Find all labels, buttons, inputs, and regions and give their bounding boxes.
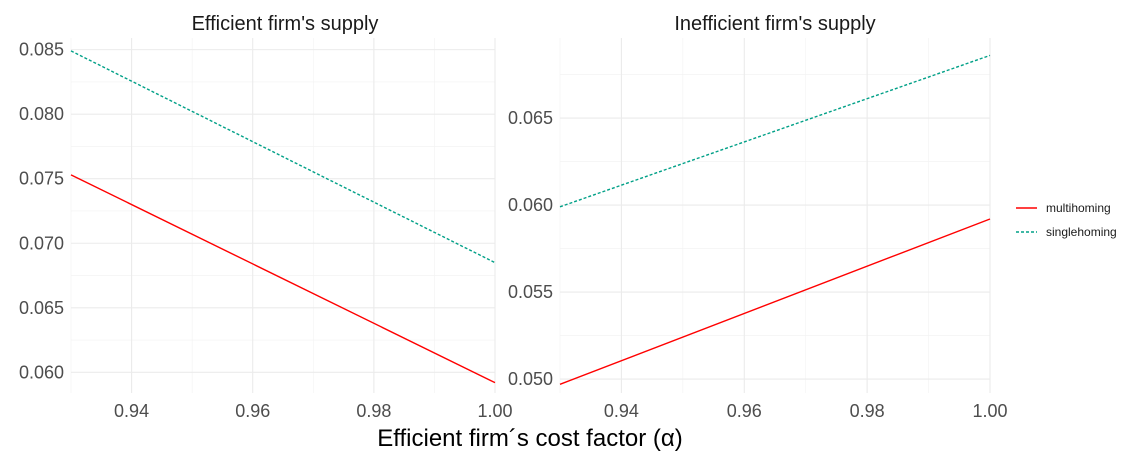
y-tick-label: 0.065	[19, 298, 64, 318]
series-line-multihoming	[70, 174, 496, 384]
y-tick-label: 0.055	[508, 282, 553, 302]
y-tick-label: 0.080	[19, 104, 64, 124]
legend: multihoming singlehoming	[1016, 201, 1117, 239]
x-tick-label: 0.98	[850, 401, 885, 421]
y-tick-label: 0.085	[19, 40, 64, 60]
series-line-singlehoming	[559, 54, 991, 208]
legend-label-singlehoming: singlehoming	[1046, 225, 1117, 239]
series-line-singlehoming	[70, 50, 496, 264]
x-tick-label: 1.00	[972, 401, 1007, 421]
x-tick-label: 0.94	[604, 401, 639, 421]
panel-1: 0.94 0.96 0.98 1.00 0.060 0.065 0.070 0.075 0.08…	[19, 13, 513, 421]
x-tick-label: 0.94	[114, 401, 149, 421]
x-tick-label: 0.98	[356, 401, 391, 421]
y-tick-label: 0.070	[19, 233, 64, 253]
y-tick-label: 0.060	[19, 362, 64, 382]
y-tick-label: 0.050	[508, 369, 553, 389]
panel-title: Efficient firm's supply	[192, 13, 379, 35]
x-tick-label: 1.00	[477, 401, 512, 421]
legend-label-multihoming: multihoming	[1046, 201, 1111, 215]
series-line-multihoming	[559, 218, 991, 385]
panel-title: Inefficient firm's supply	[674, 13, 875, 35]
x-tick-label: 0.96	[727, 401, 762, 421]
x-axis-label: Efficient firm´s cost factor (α)	[377, 425, 682, 452]
x-tick-label: 0.96	[235, 401, 270, 421]
y-tick-label: 0.075	[19, 169, 64, 189]
panel-2: 0.94 0.96 0.98 1.00 0.050 0.055 0.060 0.065 Inef…	[508, 13, 1008, 421]
y-tick-label: 0.060	[508, 195, 553, 215]
y-tick-label: 0.065	[508, 108, 553, 128]
